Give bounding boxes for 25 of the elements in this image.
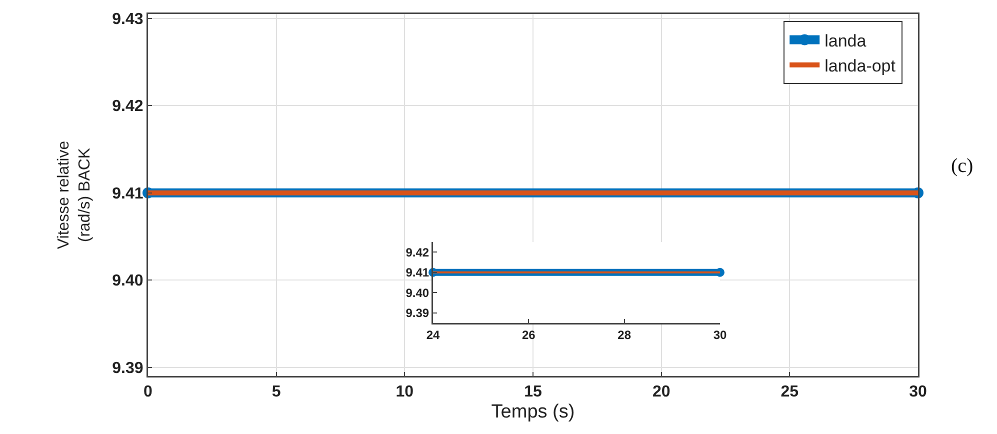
y-tick-label: 9.41 xyxy=(112,185,144,202)
x-tick-label: 25 xyxy=(780,384,799,401)
x-tick-label: 24 xyxy=(426,328,440,342)
y-tick-label: 9.43 xyxy=(112,10,144,28)
x-tick-label: 10 xyxy=(396,384,414,401)
y-tick-label: 9.40 xyxy=(112,272,144,290)
legend-label: landa xyxy=(824,31,867,50)
x-tick-label: 0 xyxy=(144,384,153,401)
y-tick-label: 9.41 xyxy=(406,266,430,280)
y-axis-title: Vitesse relative (rad/s) BACK xyxy=(56,140,94,250)
x-axis-title: Temps (s) xyxy=(491,401,575,422)
y-tick-label: 9.42 xyxy=(406,245,430,260)
x-tick-label: 30 xyxy=(713,328,727,342)
y-tick-label: 9.39 xyxy=(406,306,430,320)
y-tick-label: 9.40 xyxy=(406,286,430,300)
x-tick-label: 28 xyxy=(618,328,632,342)
x-tick-label: 26 xyxy=(522,328,536,342)
x-tick-label: 30 xyxy=(909,384,927,401)
x-tick-label: 15 xyxy=(524,384,542,401)
x-tick-label: 5 xyxy=(272,384,281,401)
legend-label: landa-opt xyxy=(824,56,896,76)
y-tick-label: 9.42 xyxy=(112,98,144,116)
text: (c) xyxy=(951,155,974,177)
y-tick-label: 9.39 xyxy=(112,360,144,377)
x-tick-label: 20 xyxy=(652,384,670,401)
